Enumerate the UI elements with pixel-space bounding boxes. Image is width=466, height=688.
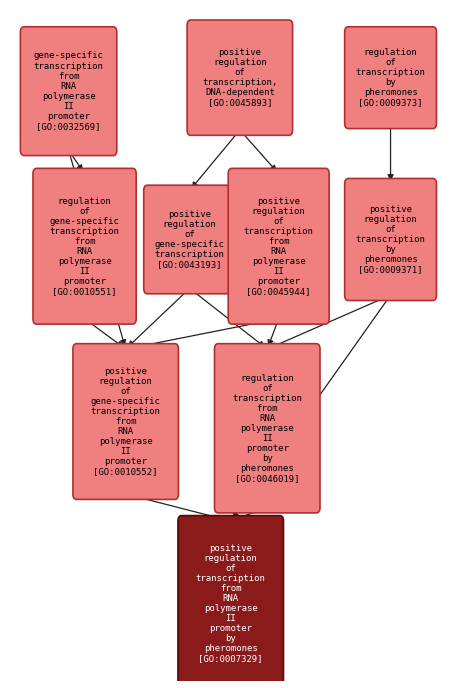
Text: regulation
of
transcription
from
RNA
polymerase
II
promoter
by
pheromones
[GO:00: regulation of transcription from RNA pol… — [233, 374, 302, 483]
FancyBboxPatch shape — [345, 27, 437, 129]
Text: positive
regulation
of
transcription,
DNA-dependent
[GO:0045893]: positive regulation of transcription, DN… — [202, 48, 277, 107]
Text: positive
regulation
of
gene-specific
transcription
from
RNA
polymerase
II
promot: positive regulation of gene-specific tra… — [91, 367, 161, 476]
Text: gene-specific
transcription
from
RNA
polymerase
II
promoter
[GO:0032569]: gene-specific transcription from RNA pol… — [34, 52, 103, 131]
Text: regulation
of
transcription
by
pheromones
[GO:0009373]: regulation of transcription by pheromone… — [356, 48, 425, 107]
Text: positive
regulation
of
gene-specific
transcription
[GO:0043193]: positive regulation of gene-specific tra… — [155, 210, 225, 269]
FancyBboxPatch shape — [178, 515, 283, 688]
FancyBboxPatch shape — [33, 169, 136, 324]
FancyBboxPatch shape — [73, 344, 178, 499]
FancyBboxPatch shape — [214, 344, 320, 513]
FancyBboxPatch shape — [21, 27, 117, 155]
FancyBboxPatch shape — [228, 169, 329, 324]
Text: positive
regulation
of
transcription
from
RNA
polymerase
II
promoter
[GO:0045944: positive regulation of transcription fro… — [244, 197, 314, 296]
Text: positive
regulation
of
transcription
by
pheromones
[GO:0009371]: positive regulation of transcription by … — [356, 205, 425, 274]
Text: positive
regulation
of
transcription
from
RNA
polymerase
II
promoter
by
pheromon: positive regulation of transcription fro… — [196, 544, 266, 663]
FancyBboxPatch shape — [345, 178, 437, 301]
FancyBboxPatch shape — [144, 185, 235, 294]
FancyBboxPatch shape — [187, 20, 293, 136]
Text: regulation
of
gene-specific
transcription
from
RNA
polymerase
II
promoter
[GO:00: regulation of gene-specific transcriptio… — [50, 197, 119, 296]
